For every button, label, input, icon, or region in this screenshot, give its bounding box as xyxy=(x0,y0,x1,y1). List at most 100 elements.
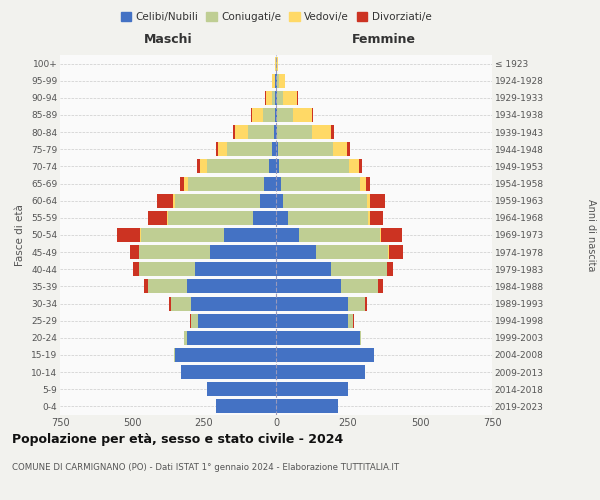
Bar xyxy=(276,125,277,139)
Bar xyxy=(331,262,387,276)
Bar xyxy=(171,296,191,310)
Bar xyxy=(184,176,188,190)
Bar xyxy=(143,280,148,293)
Bar xyxy=(293,108,312,122)
Bar xyxy=(272,74,275,88)
Bar xyxy=(280,160,349,173)
Bar xyxy=(269,160,276,173)
Bar xyxy=(378,280,383,293)
Bar xyxy=(333,142,347,156)
Bar xyxy=(272,142,276,156)
Bar xyxy=(188,176,265,190)
Bar xyxy=(277,125,312,139)
Bar xyxy=(341,280,378,293)
Bar xyxy=(388,262,393,276)
Bar xyxy=(366,176,370,190)
Bar xyxy=(276,142,278,156)
Bar xyxy=(389,245,403,259)
Bar xyxy=(179,176,184,190)
Bar xyxy=(263,108,275,122)
Bar xyxy=(169,296,171,310)
Bar xyxy=(198,314,276,328)
Bar xyxy=(216,142,218,156)
Bar xyxy=(187,280,276,293)
Bar xyxy=(184,331,187,345)
Bar xyxy=(215,400,276,413)
Bar xyxy=(210,245,276,259)
Bar xyxy=(224,228,276,242)
Bar xyxy=(276,245,316,259)
Bar xyxy=(117,228,140,242)
Bar xyxy=(276,262,331,276)
Legend: Celibi/Nubili, Coniugati/e, Vedovi/e, Divorziati/e: Celibi/Nubili, Coniugati/e, Vedovi/e, Di… xyxy=(116,8,436,26)
Bar xyxy=(139,262,196,276)
Text: Maschi: Maschi xyxy=(143,34,193,46)
Bar xyxy=(276,91,277,105)
Text: Femmine: Femmine xyxy=(352,34,416,46)
Bar xyxy=(276,211,287,225)
Bar xyxy=(227,142,272,156)
Bar xyxy=(197,160,200,173)
Bar xyxy=(283,194,367,207)
Bar xyxy=(276,365,365,379)
Bar xyxy=(133,262,139,276)
Bar xyxy=(359,331,361,345)
Bar xyxy=(359,160,362,173)
Bar xyxy=(253,211,276,225)
Bar xyxy=(276,296,348,310)
Bar xyxy=(367,194,370,207)
Bar xyxy=(368,211,370,225)
Bar xyxy=(276,314,348,328)
Bar xyxy=(191,314,198,328)
Bar xyxy=(248,125,274,139)
Bar xyxy=(277,56,278,70)
Bar xyxy=(276,382,348,396)
Bar xyxy=(266,91,272,105)
Bar xyxy=(200,160,207,173)
Bar xyxy=(281,176,361,190)
Bar xyxy=(207,160,269,173)
Bar xyxy=(275,108,276,122)
Bar xyxy=(275,91,276,105)
Bar xyxy=(167,211,168,225)
Bar xyxy=(276,194,283,207)
Bar xyxy=(139,245,210,259)
Bar xyxy=(312,125,331,139)
Bar xyxy=(276,348,374,362)
Bar xyxy=(140,228,224,242)
Bar xyxy=(175,348,276,362)
Bar xyxy=(277,74,279,88)
Bar xyxy=(299,228,380,242)
Bar xyxy=(175,194,260,207)
Bar xyxy=(365,296,367,310)
Bar xyxy=(276,228,299,242)
Bar xyxy=(157,194,173,207)
Bar xyxy=(276,331,359,345)
Bar xyxy=(218,142,227,156)
Bar xyxy=(277,91,283,105)
Bar xyxy=(191,296,276,310)
Bar xyxy=(148,280,187,293)
Bar xyxy=(148,211,167,225)
Bar xyxy=(348,296,365,310)
Bar xyxy=(370,211,383,225)
Bar xyxy=(235,125,248,139)
Bar xyxy=(279,74,284,88)
Bar xyxy=(260,194,276,207)
Bar xyxy=(187,331,276,345)
Bar xyxy=(348,314,353,328)
Y-axis label: Fasce di età: Fasce di età xyxy=(16,204,25,266)
Text: COMUNE DI CARMIGNANO (PO) - Dati ISTAT 1° gennaio 2024 - Elaborazione TUTTITALIA: COMUNE DI CARMIGNANO (PO) - Dati ISTAT 1… xyxy=(12,462,399,471)
Bar xyxy=(276,160,280,173)
Text: Popolazione per età, sesso e stato civile - 2024: Popolazione per età, sesso e stato civil… xyxy=(12,432,343,446)
Bar xyxy=(207,382,276,396)
Bar xyxy=(265,176,276,190)
Bar xyxy=(283,91,297,105)
Bar xyxy=(278,142,333,156)
Bar xyxy=(361,176,366,190)
Bar xyxy=(276,176,281,190)
Bar xyxy=(312,108,313,122)
Bar xyxy=(276,280,341,293)
Bar xyxy=(233,125,235,139)
Bar xyxy=(276,400,338,413)
